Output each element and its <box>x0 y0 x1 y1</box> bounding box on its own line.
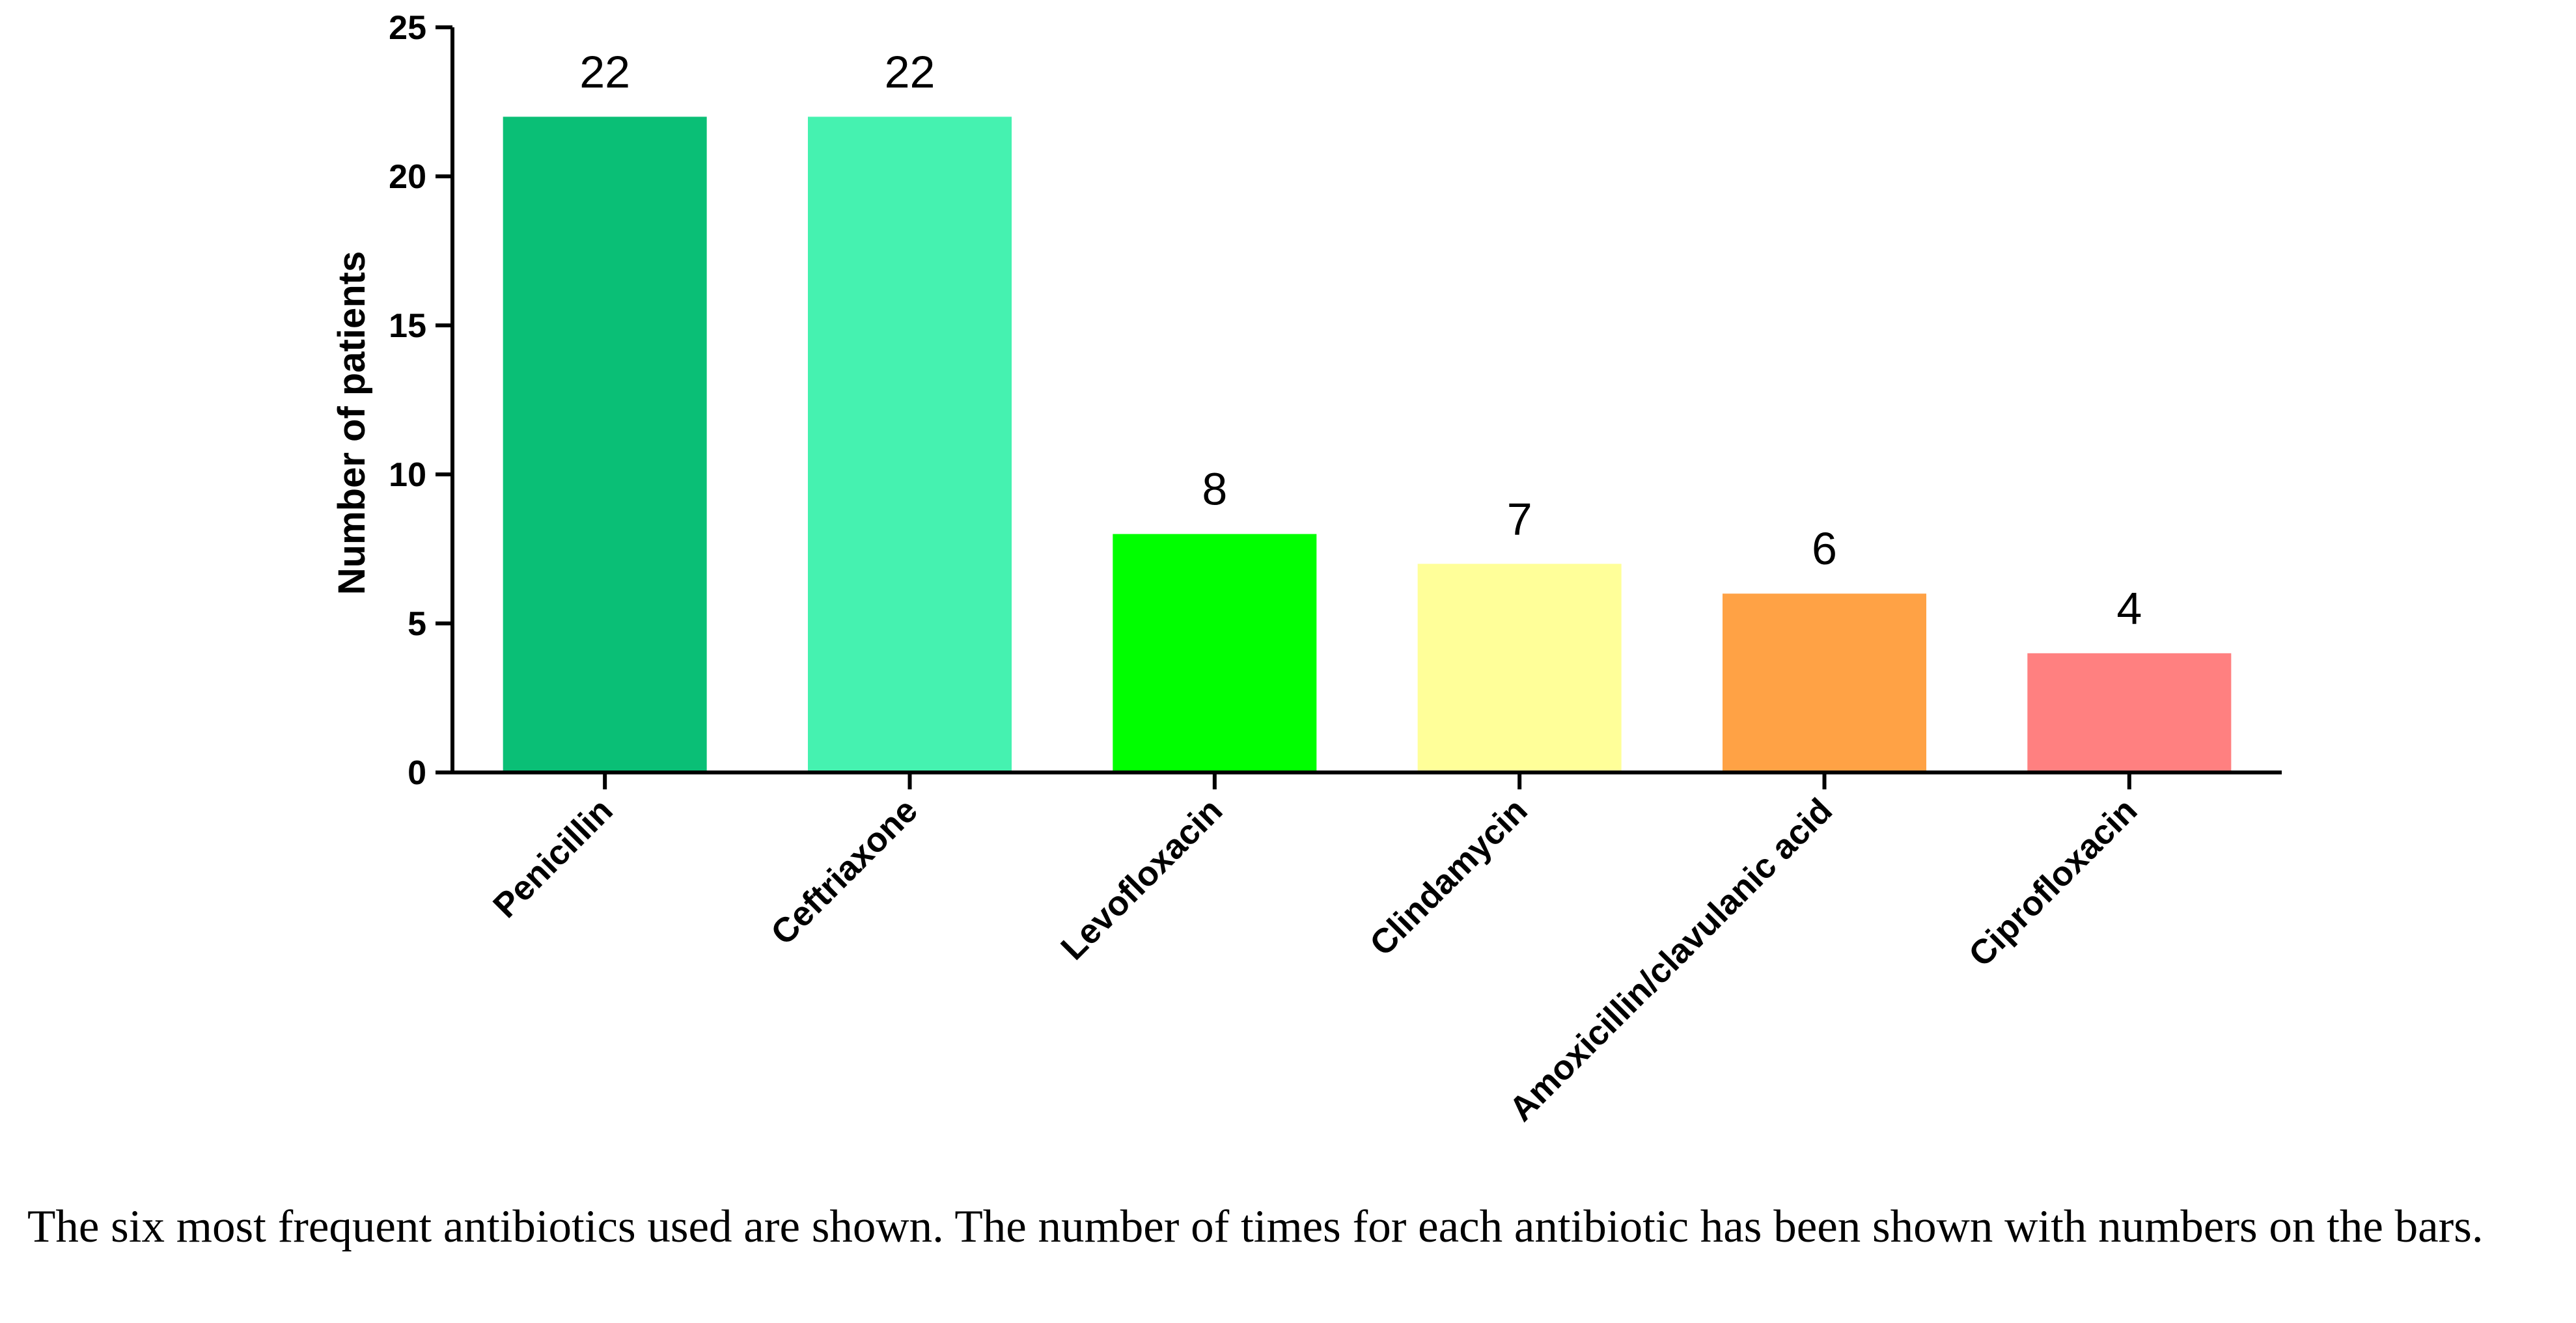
bars <box>503 116 2232 772</box>
bar <box>2027 653 2232 772</box>
y-tick-label: 15 <box>389 307 426 345</box>
x-tick-label: Ceftriaxone <box>764 791 925 953</box>
y-tick-label: 20 <box>389 158 426 196</box>
bar <box>1723 593 1926 772</box>
data-label: 8 <box>1202 464 1227 515</box>
bar-chart: 0 5 10 15 20 25 22 22 8 7 6 4 Penicillin Ceftriaxon… <box>331 9 2282 1129</box>
y-tick-label: 25 <box>389 9 426 47</box>
data-label: 4 <box>2116 583 2142 634</box>
x-tick-label: Penicillin <box>486 791 620 925</box>
x-tick-label: Levofloxacin <box>1054 791 1230 968</box>
data-label: 7 <box>1507 493 1532 544</box>
data-labels: 22 22 8 7 6 4 <box>579 46 2142 633</box>
bar <box>808 116 1012 772</box>
figure-caption: The six most frequent antibiotics used a… <box>27 1201 2484 1252</box>
y-tick-label: 10 <box>389 456 426 494</box>
y-axis: 0 5 10 15 20 25 <box>389 9 454 792</box>
data-label: 22 <box>579 46 630 97</box>
y-tick-label: 5 <box>408 605 426 643</box>
x-axis: Penicillin Ceftriaxone Levofloxacin Clindam… <box>450 771 2282 1129</box>
x-tick-label: Ciprofloxacin <box>1961 791 2144 974</box>
y-axis-title: Number of patients <box>331 251 373 595</box>
data-label: 6 <box>1812 523 1837 574</box>
y-tick-label: 0 <box>408 754 426 792</box>
data-label: 22 <box>885 46 935 97</box>
bar <box>1113 534 1317 772</box>
x-tick-label: Clindamycin <box>1363 791 1535 964</box>
bar <box>1417 564 1622 772</box>
x-tick-label: Amoxicillin/clavulanic acid <box>1502 791 1840 1129</box>
bar <box>503 116 707 772</box>
